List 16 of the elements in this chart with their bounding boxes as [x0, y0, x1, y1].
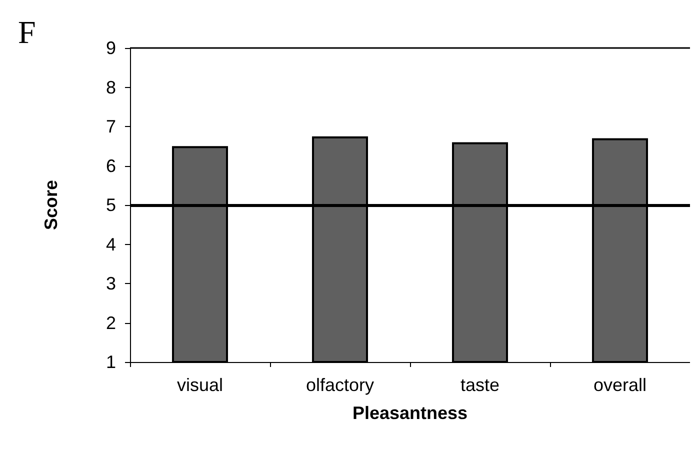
y-tick-label: 9: [106, 38, 116, 58]
y-tick-label: 8: [106, 77, 116, 98]
y-tick-label: 4: [106, 234, 116, 254]
y-tick-label: 2: [106, 312, 116, 333]
x-tick-label: visual: [176, 375, 224, 395]
y-tick-label: 5: [106, 195, 116, 215]
x-tick-label: overall: [593, 375, 647, 395]
y-tick-label: 3: [106, 274, 116, 294]
x-axis-title: Pleasantness: [352, 403, 468, 423]
y-axis-title: Score: [41, 180, 61, 230]
y-tick-label: 7: [106, 116, 116, 136]
x-tick-label: olfactory: [306, 375, 374, 395]
x-tick-label: taste: [460, 375, 500, 395]
y-tick-label: 6: [106, 156, 116, 176]
text: F: [18, 14, 36, 50]
y-tick-label: 1: [106, 352, 116, 372]
